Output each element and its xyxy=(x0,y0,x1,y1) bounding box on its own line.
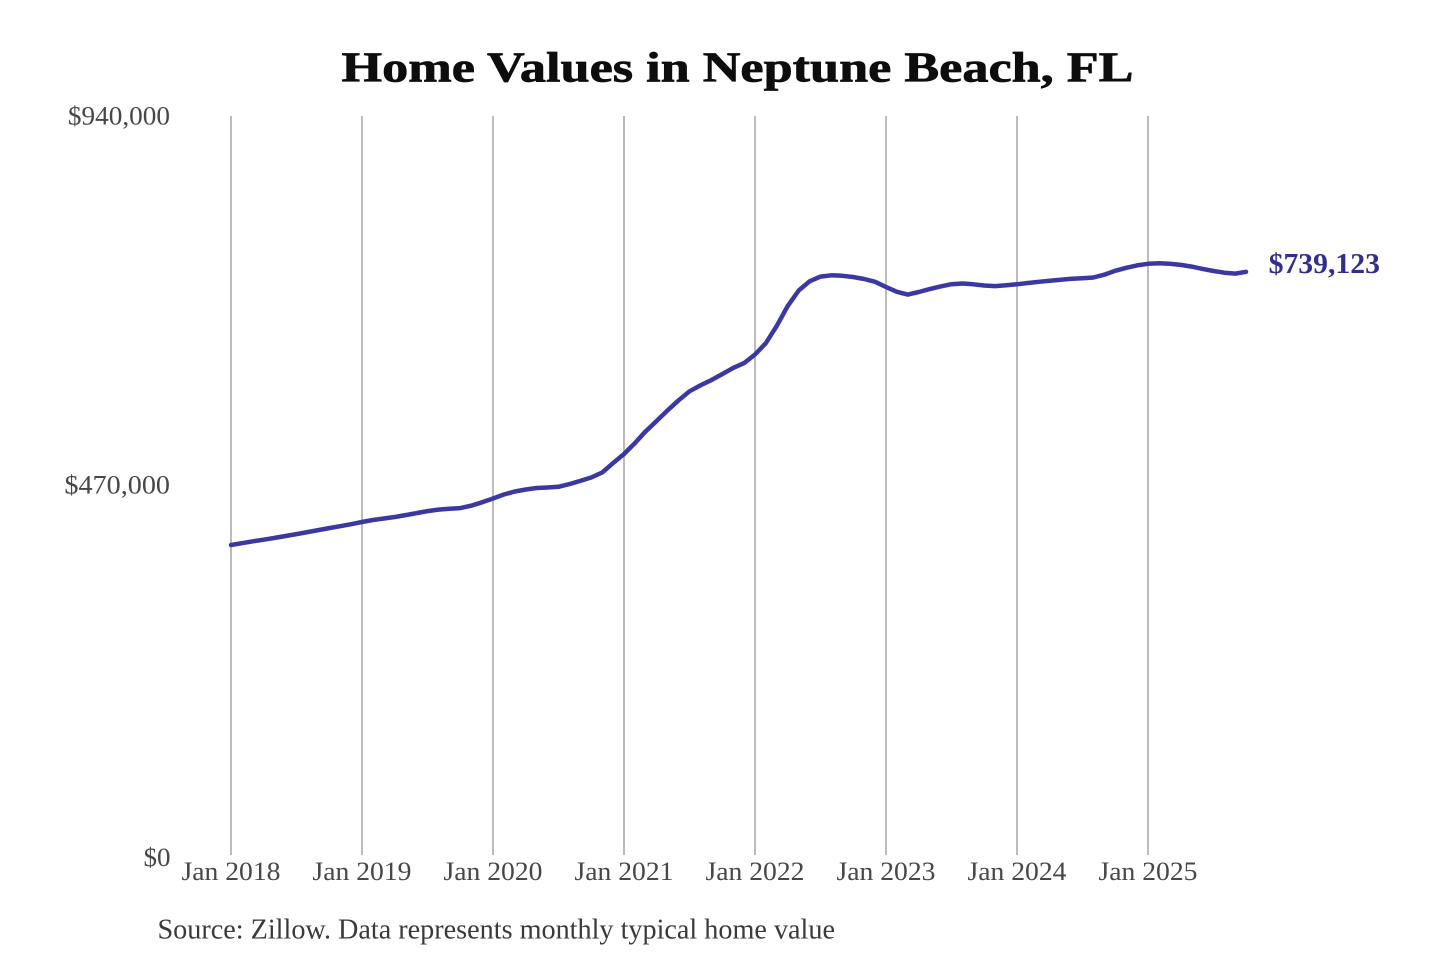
svg-text:Jan 2021: Jan 2021 xyxy=(575,857,674,886)
svg-text:Jan 2018: Jan 2018 xyxy=(182,857,281,886)
svg-text:$0: $0 xyxy=(144,843,171,872)
svg-text:Jan 2025: Jan 2025 xyxy=(1099,857,1198,886)
svg-text:Jan 2024: Jan 2024 xyxy=(968,857,1067,886)
svg-text:Home Values in Neptune Beach,: Home Values in Neptune Beach, FL xyxy=(342,46,1134,92)
svg-text:Source: Zillow. Data represent: Source: Zillow. Data represents monthly … xyxy=(158,914,836,946)
svg-text:Jan 2023: Jan 2023 xyxy=(837,857,936,886)
svg-text:$470,000: $470,000 xyxy=(64,471,170,500)
svg-text:$739,123: $739,123 xyxy=(1269,249,1380,280)
svg-text:Jan 2020: Jan 2020 xyxy=(444,857,543,886)
svg-text:Jan 2019: Jan 2019 xyxy=(313,857,412,886)
svg-text:$940,000: $940,000 xyxy=(68,102,170,131)
svg-text:Jan 2022: Jan 2022 xyxy=(706,857,805,886)
